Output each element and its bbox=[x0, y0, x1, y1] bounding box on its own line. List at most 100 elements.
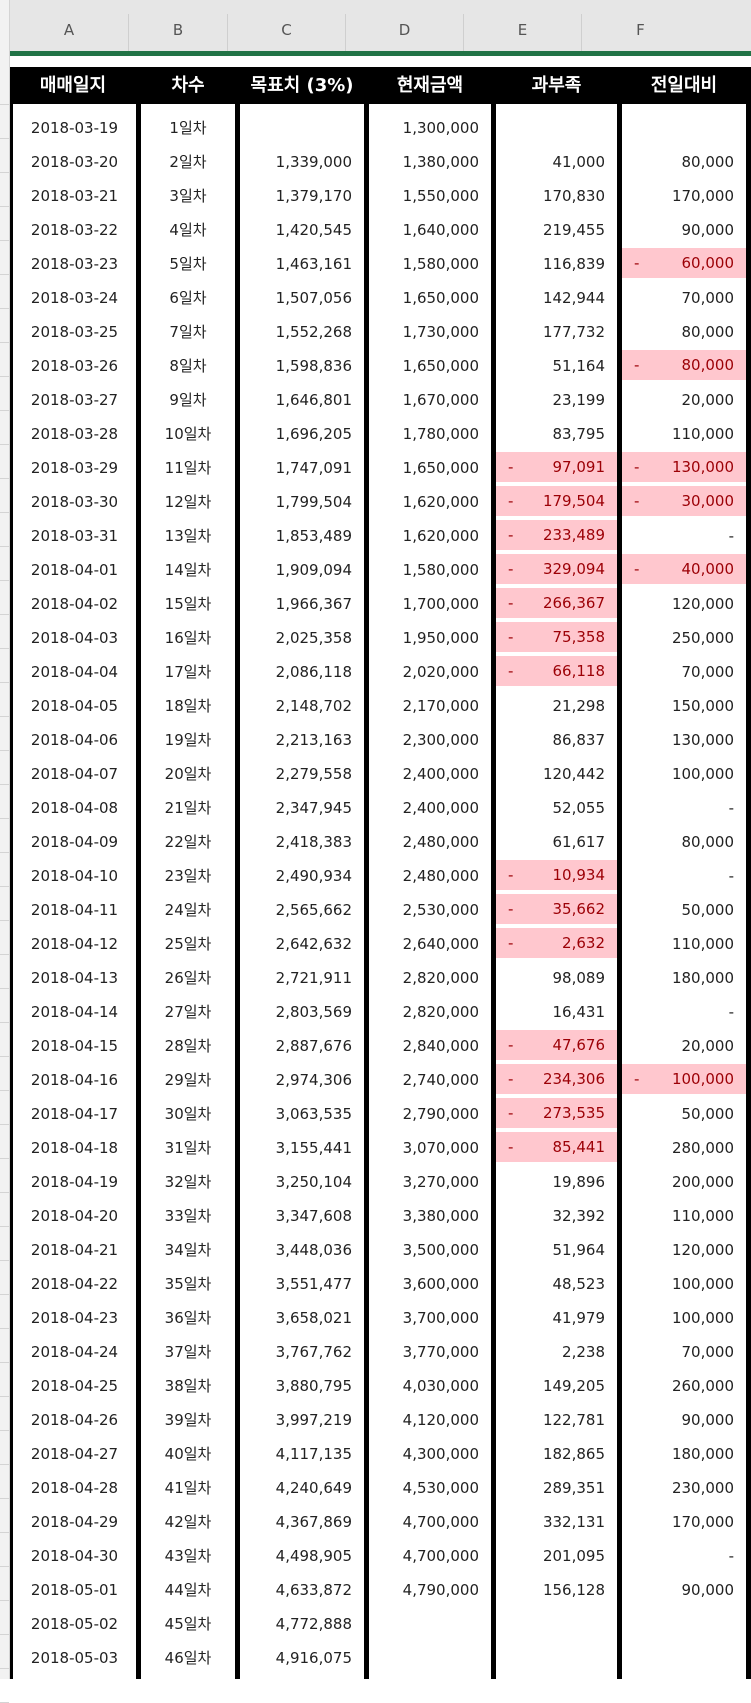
cell-over[interactable]: - 66,118 bbox=[496, 656, 617, 686]
cell-target[interactable]: 1,696,205 bbox=[240, 416, 364, 450]
cell-over[interactable] bbox=[496, 1640, 617, 1674]
cell-seq[interactable]: 17일차 bbox=[141, 654, 235, 688]
cell-seq[interactable]: 30일차 bbox=[141, 1096, 235, 1130]
cell-current[interactable]: 4,030,000 bbox=[369, 1368, 491, 1402]
cell-over[interactable]: 149,205 bbox=[496, 1368, 617, 1402]
cell-over[interactable]: 156,128 bbox=[496, 1572, 617, 1606]
cell-prevdiff[interactable]: 180,000 bbox=[622, 1436, 746, 1470]
cell-date[interactable]: 2018-04-03 bbox=[13, 620, 136, 654]
cell-current[interactable]: 1,620,000 bbox=[369, 518, 491, 552]
cell-over[interactable]: 16,431 bbox=[496, 994, 617, 1028]
cell-current[interactable]: 2,480,000 bbox=[369, 858, 491, 892]
cell-current[interactable]: 2,400,000 bbox=[369, 756, 491, 790]
cell-prevdiff[interactable]: 80,000 bbox=[622, 314, 746, 348]
cell-prevdiff[interactable]: 100,000 bbox=[622, 1266, 746, 1300]
cell-seq[interactable]: 21일차 bbox=[141, 790, 235, 824]
cell-prevdiff[interactable]: 20,000 bbox=[622, 1028, 746, 1062]
cell-prevdiff[interactable]: - 30,000 bbox=[622, 486, 746, 516]
cell-prevdiff[interactable]: 130,000 bbox=[622, 722, 746, 756]
cell-prevdiff[interactable]: 20,000 bbox=[622, 382, 746, 416]
cell-target[interactable]: 4,367,869 bbox=[240, 1504, 364, 1538]
cell-current[interactable]: 1,950,000 bbox=[369, 620, 491, 654]
cell-over[interactable]: 116,839 bbox=[496, 246, 617, 280]
cell-date[interactable]: 2018-04-11 bbox=[13, 892, 136, 926]
cell-current[interactable]: 2,840,000 bbox=[369, 1028, 491, 1062]
cell-seq[interactable]: 37일차 bbox=[141, 1334, 235, 1368]
cell-date[interactable]: 2018-03-19 bbox=[13, 110, 136, 144]
cell-over[interactable]: - 85,441 bbox=[496, 1132, 617, 1162]
cell-date[interactable]: 2018-03-31 bbox=[13, 518, 136, 552]
cell-seq[interactable]: 44일차 bbox=[141, 1572, 235, 1606]
cell-over[interactable]: 201,095 bbox=[496, 1538, 617, 1572]
cell-over[interactable]: 289,351 bbox=[496, 1470, 617, 1504]
cell-target[interactable]: 2,086,118 bbox=[240, 654, 364, 688]
cell-seq[interactable]: 14일차 bbox=[141, 552, 235, 586]
cell-current[interactable]: 2,790,000 bbox=[369, 1096, 491, 1130]
cell-date[interactable]: 2018-03-25 bbox=[13, 314, 136, 348]
cell-target[interactable]: 1,420,545 bbox=[240, 212, 364, 246]
cell-date[interactable]: 2018-03-21 bbox=[13, 178, 136, 212]
cell-target[interactable]: 1,463,161 bbox=[240, 246, 364, 280]
cell-target[interactable]: 2,721,911 bbox=[240, 960, 364, 994]
cell-prevdiff[interactable]: 180,000 bbox=[622, 960, 746, 994]
cell-date[interactable]: 2018-04-20 bbox=[13, 1198, 136, 1232]
cell-prevdiff[interactable]: - 130,000 bbox=[622, 452, 746, 482]
cell-over[interactable]: 170,830 bbox=[496, 178, 617, 212]
cell-prevdiff[interactable]: 230,000 bbox=[622, 1470, 746, 1504]
cell-seq[interactable]: 25일차 bbox=[141, 926, 235, 960]
cell-target[interactable]: 2,887,676 bbox=[240, 1028, 364, 1062]
cell-target[interactable]: 1,853,489 bbox=[240, 518, 364, 552]
cell-seq[interactable]: 9일차 bbox=[141, 382, 235, 416]
cell-over[interactable]: 32,392 bbox=[496, 1198, 617, 1232]
cell-current[interactable]: 3,700,000 bbox=[369, 1300, 491, 1334]
cell-current[interactable]: 3,600,000 bbox=[369, 1266, 491, 1300]
cell-seq[interactable]: 13일차 bbox=[141, 518, 235, 552]
cell-target[interactable]: 3,347,608 bbox=[240, 1198, 364, 1232]
cell-over[interactable]: - 97,091 bbox=[496, 452, 617, 482]
cell-date[interactable]: 2018-04-01 bbox=[13, 552, 136, 586]
cell-seq[interactable]: 38일차 bbox=[141, 1368, 235, 1402]
cell-over[interactable]: 182,865 bbox=[496, 1436, 617, 1470]
cell-target[interactable]: 2,642,632 bbox=[240, 926, 364, 960]
cell-prevdiff[interactable]: 90,000 bbox=[622, 1402, 746, 1436]
cell-date[interactable]: 2018-03-26 bbox=[13, 348, 136, 382]
cell-current[interactable]: 2,020,000 bbox=[369, 654, 491, 688]
cell-current[interactable]: 2,820,000 bbox=[369, 960, 491, 994]
cell-over[interactable]: 120,442 bbox=[496, 756, 617, 790]
cell-prevdiff[interactable]: 80,000 bbox=[622, 144, 746, 178]
cell-prevdiff[interactable]: 120,000 bbox=[622, 1232, 746, 1266]
cell-target[interactable]: 3,551,477 bbox=[240, 1266, 364, 1300]
cell-prevdiff[interactable]: - bbox=[622, 858, 746, 892]
cell-over[interactable]: 21,298 bbox=[496, 688, 617, 722]
cell-target[interactable]: 1,966,367 bbox=[240, 586, 364, 620]
cell-date[interactable]: 2018-03-22 bbox=[13, 212, 136, 246]
cell-date[interactable]: 2018-03-23 bbox=[13, 246, 136, 280]
cell-current[interactable]: 1,650,000 bbox=[369, 450, 491, 484]
cell-prevdiff[interactable]: 260,000 bbox=[622, 1368, 746, 1402]
cell-prevdiff[interactable]: 80,000 bbox=[622, 824, 746, 858]
cell-current[interactable]: 4,530,000 bbox=[369, 1470, 491, 1504]
cell-over[interactable]: 219,455 bbox=[496, 212, 617, 246]
cell-date[interactable]: 2018-04-27 bbox=[13, 1436, 136, 1470]
cell-target[interactable]: 4,772,888 bbox=[240, 1606, 364, 1640]
cell-over[interactable]: 48,523 bbox=[496, 1266, 617, 1300]
cell-target[interactable]: 1,339,000 bbox=[240, 144, 364, 178]
cell-seq[interactable]: 31일차 bbox=[141, 1130, 235, 1164]
cell-target[interactable]: 2,418,383 bbox=[240, 824, 364, 858]
cell-prevdiff[interactable]: 120,000 bbox=[622, 586, 746, 620]
cell-prevdiff[interactable]: 170,000 bbox=[622, 178, 746, 212]
cell-prevdiff[interactable]: 50,000 bbox=[622, 892, 746, 926]
cell-current[interactable]: 2,640,000 bbox=[369, 926, 491, 960]
cell-date[interactable]: 2018-05-02 bbox=[13, 1606, 136, 1640]
column-header-b[interactable]: B bbox=[172, 21, 184, 39]
cell-seq[interactable]: 45일차 bbox=[141, 1606, 235, 1640]
cell-date[interactable]: 2018-04-13 bbox=[13, 960, 136, 994]
header-prevdiff[interactable]: 전일대비 bbox=[622, 67, 746, 104]
cell-current[interactable]: 3,380,000 bbox=[369, 1198, 491, 1232]
cell-prevdiff[interactable]: 110,000 bbox=[622, 416, 746, 450]
column-header-a[interactable]: A bbox=[63, 21, 75, 39]
cell-current[interactable]: 1,700,000 bbox=[369, 586, 491, 620]
cell-current[interactable]: 2,300,000 bbox=[369, 722, 491, 756]
cell-current[interactable]: 1,380,000 bbox=[369, 144, 491, 178]
cell-target[interactable]: 2,025,358 bbox=[240, 620, 364, 654]
